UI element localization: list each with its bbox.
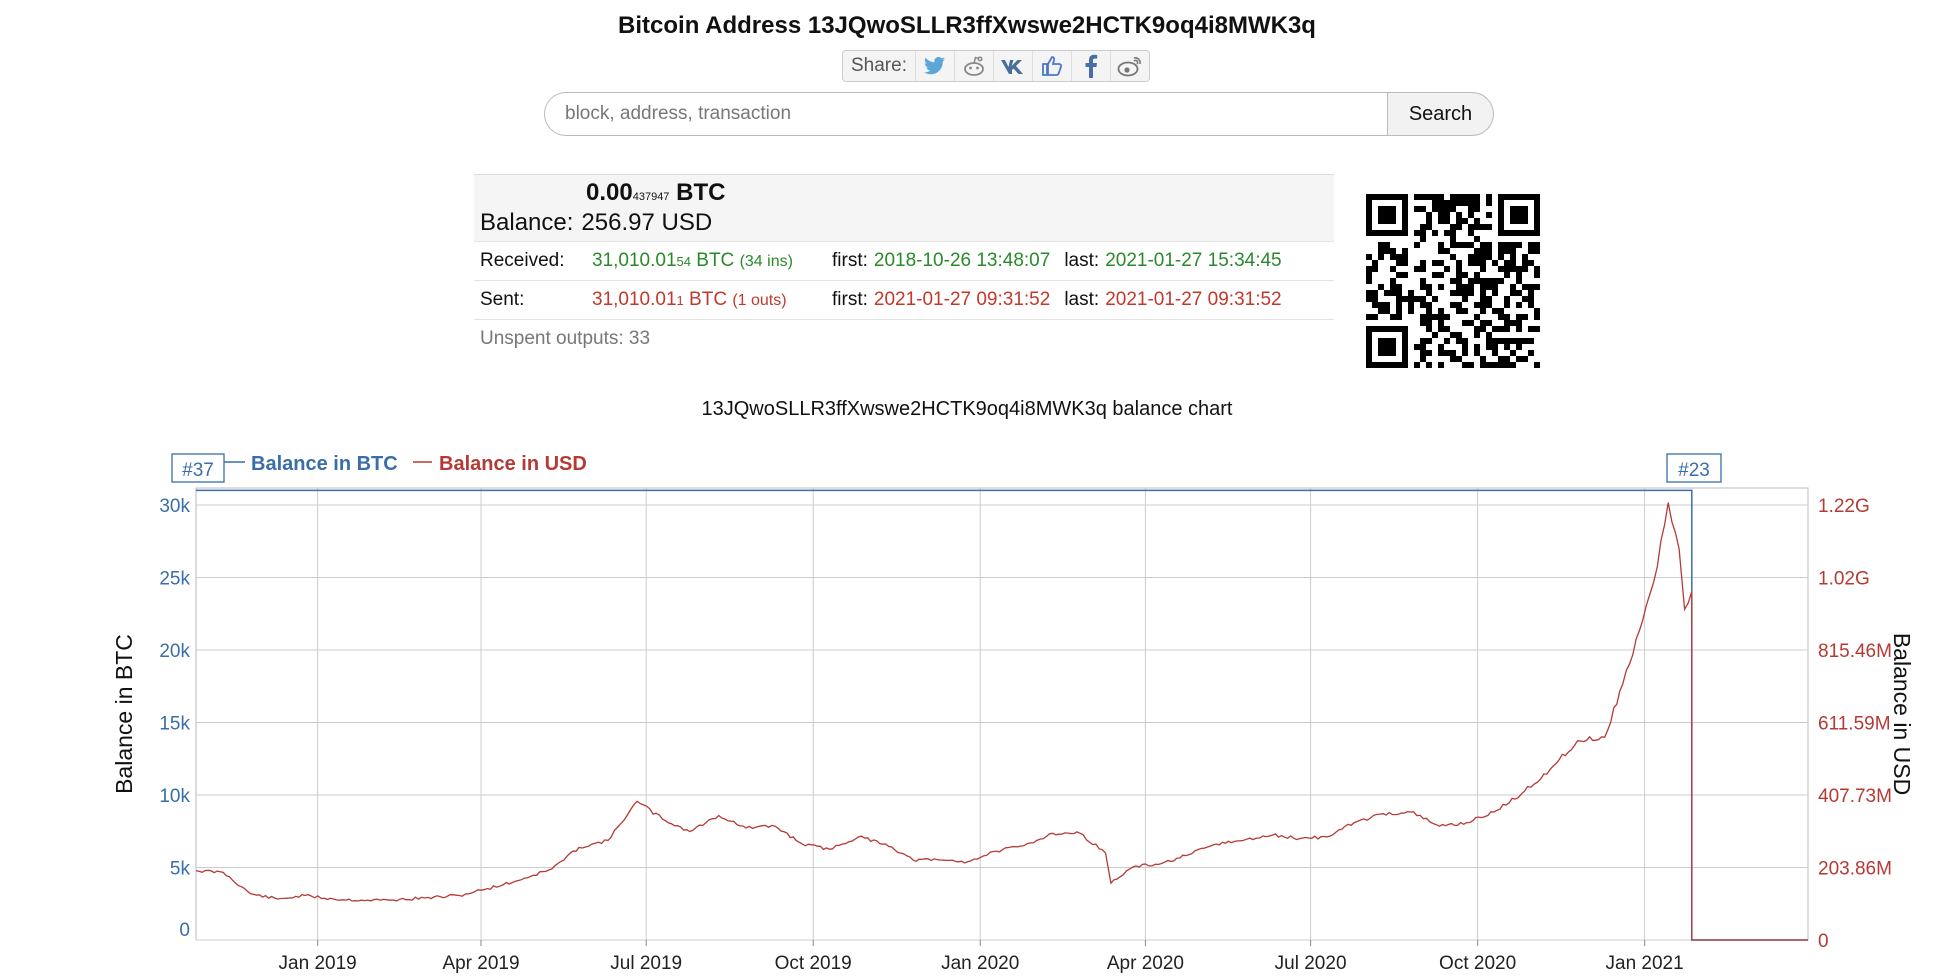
vk-icon[interactable] [994, 51, 1033, 81]
x-tick-label: Apr 2019 [442, 953, 519, 974]
y-tick-label: 10k [159, 786, 190, 807]
y2-tick-label: 203.86M [1818, 859, 1892, 880]
search-bar: Search [544, 92, 1494, 136]
unspent-outputs: Unspent outputs: 33 [480, 328, 651, 349]
sent-label: Sent: [480, 289, 525, 310]
share-label: Share: [843, 51, 916, 81]
y2-axis-title: Balance in USD [1889, 633, 1915, 795]
balance-usd: 256.97 USD [581, 209, 713, 236]
y2-tick-label: 815.46M [1818, 641, 1892, 662]
annotation-label-37: #37 [182, 460, 214, 481]
page-title: Bitcoin Address 13JQwoSLLR3ffXwswe2HCTK9… [618, 12, 1316, 39]
sent-amount-small: 1 [676, 293, 684, 308]
y-tick-label: 5k [170, 859, 191, 880]
balance-btc: 0.00437947 BTC [586, 179, 725, 207]
share-bar: Share: [842, 50, 1150, 82]
y-axis-title: Balance in BTC [111, 634, 137, 794]
facebook-icon[interactable] [1072, 51, 1111, 81]
x-tick-label: Jan 2020 [941, 953, 1019, 974]
annotation-box-37 [171, 453, 225, 483]
search-input[interactable] [544, 92, 1388, 136]
y-tick-label: 15k [159, 714, 190, 735]
received-unit: BTC [696, 250, 735, 271]
x-tick-label: Jul 2019 [610, 953, 682, 974]
x-tick-label: Apr 2020 [1107, 953, 1184, 974]
legend-btc-label: Balance in BTC [251, 453, 398, 475]
received-row: Received: 31,010.0154 BTC (34 ins) first… [474, 242, 1334, 281]
x-tick-label: Jul 2020 [1275, 953, 1347, 974]
qr-code [1366, 194, 1540, 368]
x-tick-label: Oct 2020 [1439, 953, 1516, 974]
received-amount: 31,010.0154 BTC (34 ins) [592, 250, 820, 272]
plot-area [195, 487, 1809, 941]
received-count: (34 ins) [739, 253, 793, 270]
series-btc-line [196, 489, 1808, 941]
received-first: 2018-10-26 13:48:07 [873, 250, 1051, 271]
x-tick-label: Oct 2019 [775, 953, 852, 974]
balance-btc-main: 0.00 [586, 179, 633, 206]
sent-unit: BTC [689, 289, 728, 310]
y2-tick-label: 611.59M [1818, 714, 1891, 735]
chart-title: 13JQwoSLLR3ffXwswe2HCTK9oq4i8MWK3q balan… [701, 398, 1233, 420]
sent-last: 2021-01-27 09:31:52 [1105, 289, 1282, 310]
series-usd-line [195, 502, 1808, 941]
legend: #37 Balance in BTC Balance in USD [171, 453, 587, 483]
sent-last-label: last: [1064, 289, 1100, 310]
sent-amount: 31,010.011 BTC (1 outs) [592, 289, 820, 311]
received-last-label: last: [1064, 250, 1100, 271]
x-tick-label: Jan 2019 [279, 953, 357, 974]
received-last: 2021-01-27 15:34:45 [1105, 250, 1282, 271]
annotation-label-23: #23 [1678, 460, 1710, 481]
sent-first-label: first: [832, 289, 868, 310]
reddit-icon[interactable] [955, 51, 994, 81]
received-amount-main: 31,010.01 [592, 250, 677, 271]
address-summary: 0.00437947 BTC Balance: 256.97 USD Recei… [474, 174, 1334, 358]
x-tick-label: Jan 2021 [1606, 953, 1684, 974]
received-first-label: first: [832, 250, 868, 271]
balance-btc-unit: BTC [676, 179, 726, 206]
sent-amount-main: 31,010.01 [592, 289, 677, 310]
sent-count: (1 outs) [732, 292, 787, 309]
sent-row: Sent: 31,010.011 BTC (1 outs) first: 202… [474, 281, 1334, 320]
balance-label: Balance: [480, 209, 574, 236]
sent-first: 2021-01-27 09:31:52 [873, 289, 1051, 310]
y-tick-label: 25k [159, 569, 190, 590]
weibo-icon[interactable] [1111, 51, 1149, 81]
y-tick-label: 0 [179, 920, 190, 941]
annotation-box-23 [1666, 453, 1722, 483]
y2-tick-label: 407.73M [1818, 786, 1892, 807]
y2-tick-label: 1.22G [1818, 496, 1870, 517]
twitter-icon[interactable] [916, 51, 955, 81]
y-tick-label: 30k [159, 496, 190, 517]
y2-tick-label: 1.02G [1818, 569, 1870, 590]
search-button[interactable]: Search [1388, 92, 1494, 136]
balance-row: 0.00437947 BTC Balance: 256.97 USD [474, 174, 1334, 242]
received-label: Received: [480, 250, 565, 271]
y2-tick-label: 0 [1818, 931, 1829, 952]
y-tick-label: 20k [159, 641, 190, 662]
like-icon[interactable] [1033, 51, 1072, 81]
balance-btc-small: 437947 [632, 191, 670, 203]
legend-usd-label: Balance in USD [439, 453, 587, 475]
received-amount-small: 54 [676, 254, 691, 269]
